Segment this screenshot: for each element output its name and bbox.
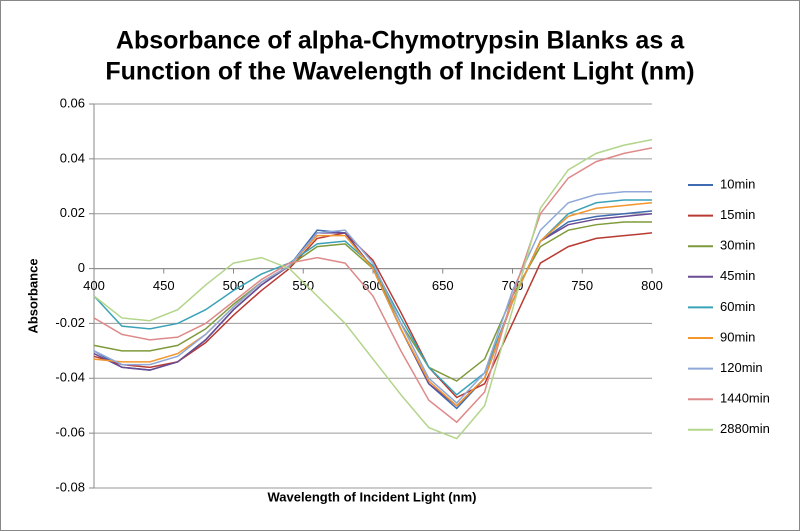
legend-label: 60min: [720, 299, 755, 314]
x-axis-title: Wavelength of Incident Light (nm): [268, 489, 477, 504]
series-line: [93, 147, 653, 424]
legend-label: 10min: [720, 176, 755, 191]
y-tick-label: 0: [78, 260, 85, 275]
series-line: [93, 199, 652, 396]
y-tick-label: -0.02: [55, 315, 85, 330]
y-tick-label: 0.06: [60, 95, 85, 110]
series-line: [93, 138, 653, 440]
chart-title: Absorbance of alpha-Chymotrypsin Blanks …: [116, 27, 685, 55]
y-tick-label: -0.08: [55, 479, 85, 494]
x-tick-label: 650: [432, 278, 454, 293]
x-tick-label: 400: [83, 278, 105, 293]
x-tick-label: 550: [292, 278, 314, 293]
series-line: [93, 201, 653, 407]
y-tick-label: 0.04: [60, 150, 85, 165]
series-line: [93, 191, 652, 405]
x-tick-label: 450: [153, 278, 175, 293]
legend-label: 15min: [720, 207, 755, 222]
x-tick-label: 800: [641, 278, 663, 293]
legend-label: 1440min: [720, 391, 770, 406]
legend-label: 45min: [720, 268, 755, 283]
legend-label: 120min: [720, 360, 763, 375]
legend-label: 90min: [720, 329, 755, 344]
y-tick-label: -0.04: [55, 370, 85, 385]
legend-label: 2880min: [720, 421, 770, 436]
y-tick-label: 0.02: [60, 205, 85, 220]
x-tick-label: 500: [223, 278, 245, 293]
chart-subtitle: Function of the Wavelength of Incident L…: [105, 58, 694, 86]
legend-label: 30min: [720, 238, 755, 253]
x-tick-label: 750: [571, 278, 593, 293]
y-axis-title: Absorbance: [25, 258, 40, 333]
y-tick-label: -0.06: [55, 425, 85, 440]
